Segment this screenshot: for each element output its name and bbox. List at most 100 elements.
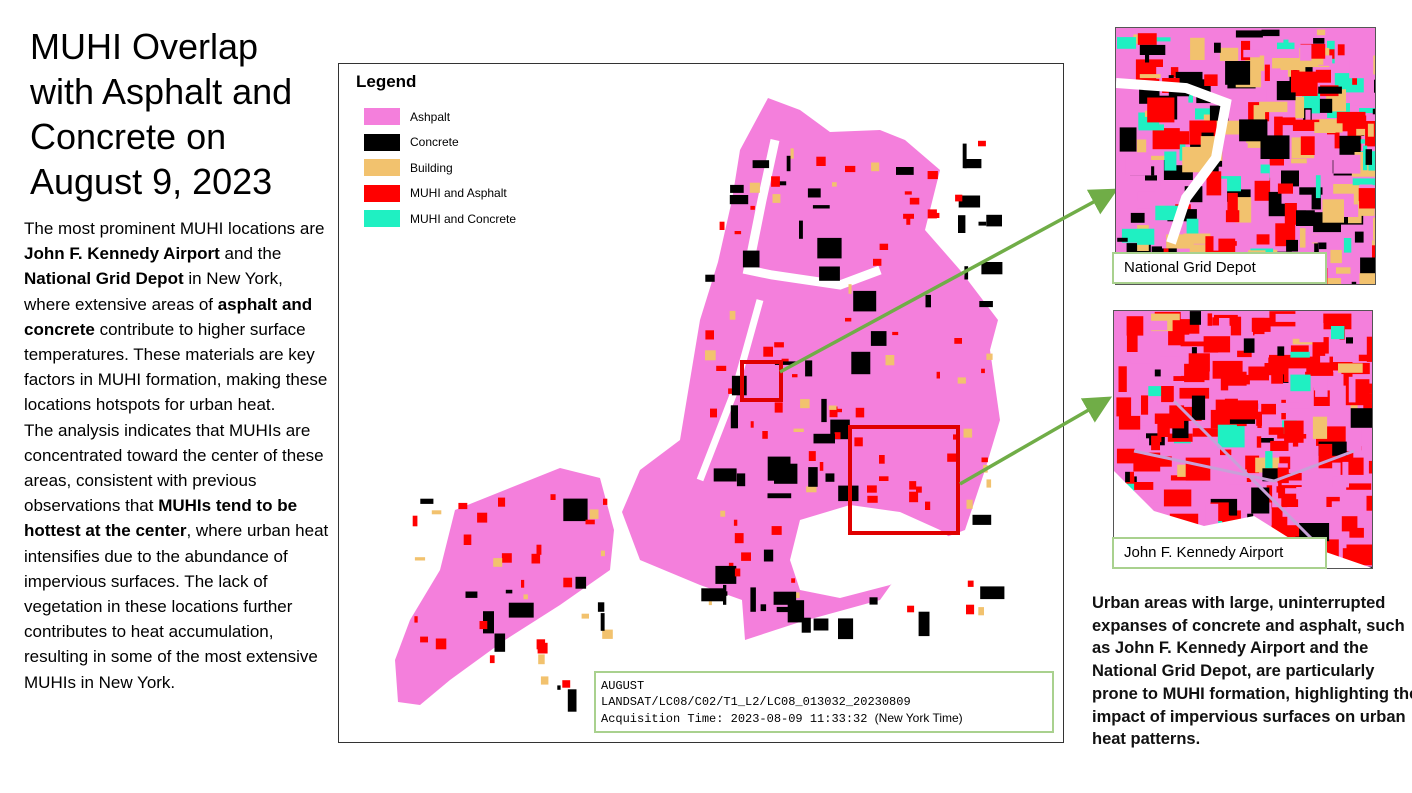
map-patch (918, 611, 930, 637)
inset-patch (1139, 74, 1161, 79)
inset-patch (1188, 362, 1210, 379)
inset-patch (1287, 67, 1294, 77)
inset-patch (1367, 123, 1374, 137)
info-line: AUGUST (601, 678, 1047, 694)
inset-patch (1148, 386, 1163, 397)
inset-patch (1186, 218, 1199, 238)
inset-patch (1239, 119, 1268, 142)
map-frame (338, 63, 1064, 743)
map-patch (909, 197, 920, 205)
legend-item: MUHI and Concrete (356, 206, 556, 232)
inset-patch (1315, 175, 1321, 199)
map-patch (715, 565, 737, 584)
inset-patch (1116, 397, 1132, 417)
legend-label: Concrete (410, 135, 459, 150)
inset-patch (1138, 433, 1146, 447)
map-patch (600, 613, 605, 631)
inset-patch (1225, 210, 1240, 223)
inset-patch (1290, 374, 1311, 392)
map-patch (964, 159, 982, 169)
inset-patch (1341, 204, 1359, 217)
inset-patch (1143, 456, 1172, 467)
map-patches (412, 140, 1005, 712)
map-patch (986, 214, 1002, 227)
inset-map (1113, 310, 1373, 569)
map-patch (705, 274, 715, 282)
inset-patch (1126, 316, 1144, 336)
map-patch (720, 510, 726, 517)
inset-patch (1332, 476, 1349, 488)
inset-patch (1119, 127, 1137, 152)
inset-patch (1273, 397, 1280, 404)
inset-label: National Grid Depot (1112, 252, 1327, 284)
inset-patch (1117, 37, 1137, 49)
map-patch (848, 284, 852, 294)
legend-swatch (364, 133, 400, 151)
highlight-box (740, 360, 783, 402)
map-patch (603, 498, 608, 505)
map-patch (600, 550, 605, 557)
legend-item: MUHI and Asphalt (356, 181, 556, 207)
text-run: , where urban heat intensifies due to th… (24, 521, 329, 692)
inset-patch (1342, 311, 1364, 316)
inset-patch (1312, 416, 1328, 439)
inset-patch (1117, 237, 1128, 242)
map-patch (736, 473, 746, 487)
inset-patch (1311, 189, 1321, 210)
inset-map (1115, 27, 1376, 285)
inset-patch (1136, 201, 1152, 209)
inset-patch (1206, 171, 1222, 196)
map-patch (786, 155, 791, 172)
inset-patch (1215, 399, 1226, 420)
map-patch (833, 408, 842, 413)
map-patch (494, 633, 506, 652)
inset-patch (1336, 111, 1366, 124)
map-patch (734, 568, 741, 577)
inset-patch (1372, 108, 1375, 115)
map-patch (602, 629, 613, 639)
map-patch (813, 618, 829, 631)
inset-patch (1138, 124, 1164, 131)
inset-patch (1277, 434, 1307, 439)
map-patch (832, 182, 837, 187)
map-patch (966, 499, 973, 509)
inset-patch (1229, 316, 1242, 336)
inset-patch (1349, 527, 1364, 538)
map-patch (978, 221, 987, 226)
map-patch (483, 611, 494, 634)
map-patch (867, 485, 877, 493)
inset-patch (1284, 420, 1304, 443)
inset-patch (1251, 487, 1270, 514)
inset-patch (1237, 350, 1252, 358)
map-patch (873, 258, 882, 266)
map-patch (885, 355, 895, 366)
map-patch (479, 621, 488, 630)
map-patch (716, 365, 727, 371)
inset-patch (1361, 426, 1372, 451)
map-patch (575, 576, 587, 589)
inset-patch (1316, 29, 1326, 36)
inset-patch (1260, 135, 1290, 159)
inset-patch (1352, 92, 1375, 106)
map-patch (750, 587, 756, 612)
inset-patch (1306, 234, 1337, 243)
map-patch (729, 195, 749, 205)
inset-patch (1118, 415, 1141, 430)
text-run: The most prominent MUHI locations are (24, 219, 325, 238)
map-patch (981, 457, 988, 463)
map-patch (907, 605, 915, 613)
map-patch (733, 519, 738, 526)
inset-patch (1214, 42, 1221, 53)
inset-drawing (1114, 311, 1372, 568)
inset-patch (1203, 334, 1219, 353)
map-patch (750, 205, 755, 210)
inset-patch (1191, 395, 1206, 420)
inset-drawing (1116, 28, 1375, 284)
map-patch (463, 534, 472, 545)
text-run: The analysis indicates that MUHIs are co… (24, 420, 324, 516)
map-patch (412, 515, 418, 527)
inset-patch (1350, 408, 1372, 428)
map-patch (853, 290, 877, 312)
inset-patch (1230, 63, 1247, 76)
inset-patch (1254, 334, 1269, 358)
